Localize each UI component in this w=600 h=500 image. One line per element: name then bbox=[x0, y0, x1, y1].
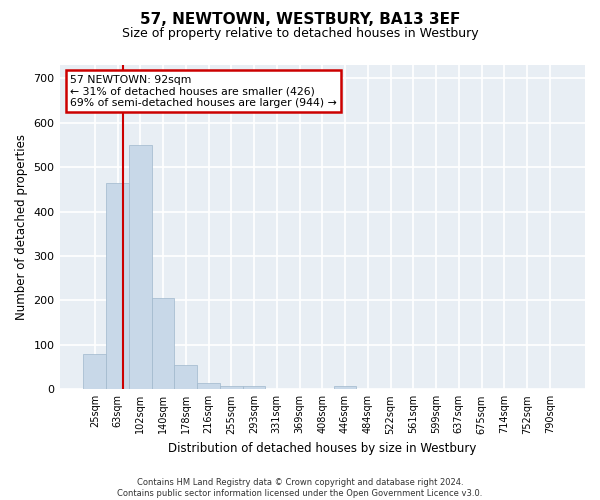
Bar bbox=[83, 354, 106, 390]
Bar bbox=[197, 382, 220, 390]
Bar bbox=[106, 182, 129, 390]
Text: Size of property relative to detached houses in Westbury: Size of property relative to detached ho… bbox=[122, 28, 478, 40]
Bar bbox=[242, 386, 265, 390]
Bar bbox=[334, 386, 356, 390]
Text: 57, NEWTOWN, WESTBURY, BA13 3EF: 57, NEWTOWN, WESTBURY, BA13 3EF bbox=[140, 12, 460, 28]
Text: 57 NEWTOWN: 92sqm
← 31% of detached houses are smaller (426)
69% of semi-detache: 57 NEWTOWN: 92sqm ← 31% of detached hous… bbox=[70, 74, 337, 108]
Bar bbox=[152, 298, 175, 390]
Bar bbox=[220, 386, 242, 390]
Bar bbox=[175, 365, 197, 390]
Text: Contains HM Land Registry data © Crown copyright and database right 2024.
Contai: Contains HM Land Registry data © Crown c… bbox=[118, 478, 482, 498]
Y-axis label: Number of detached properties: Number of detached properties bbox=[15, 134, 28, 320]
X-axis label: Distribution of detached houses by size in Westbury: Distribution of detached houses by size … bbox=[168, 442, 476, 455]
Bar bbox=[129, 145, 152, 390]
